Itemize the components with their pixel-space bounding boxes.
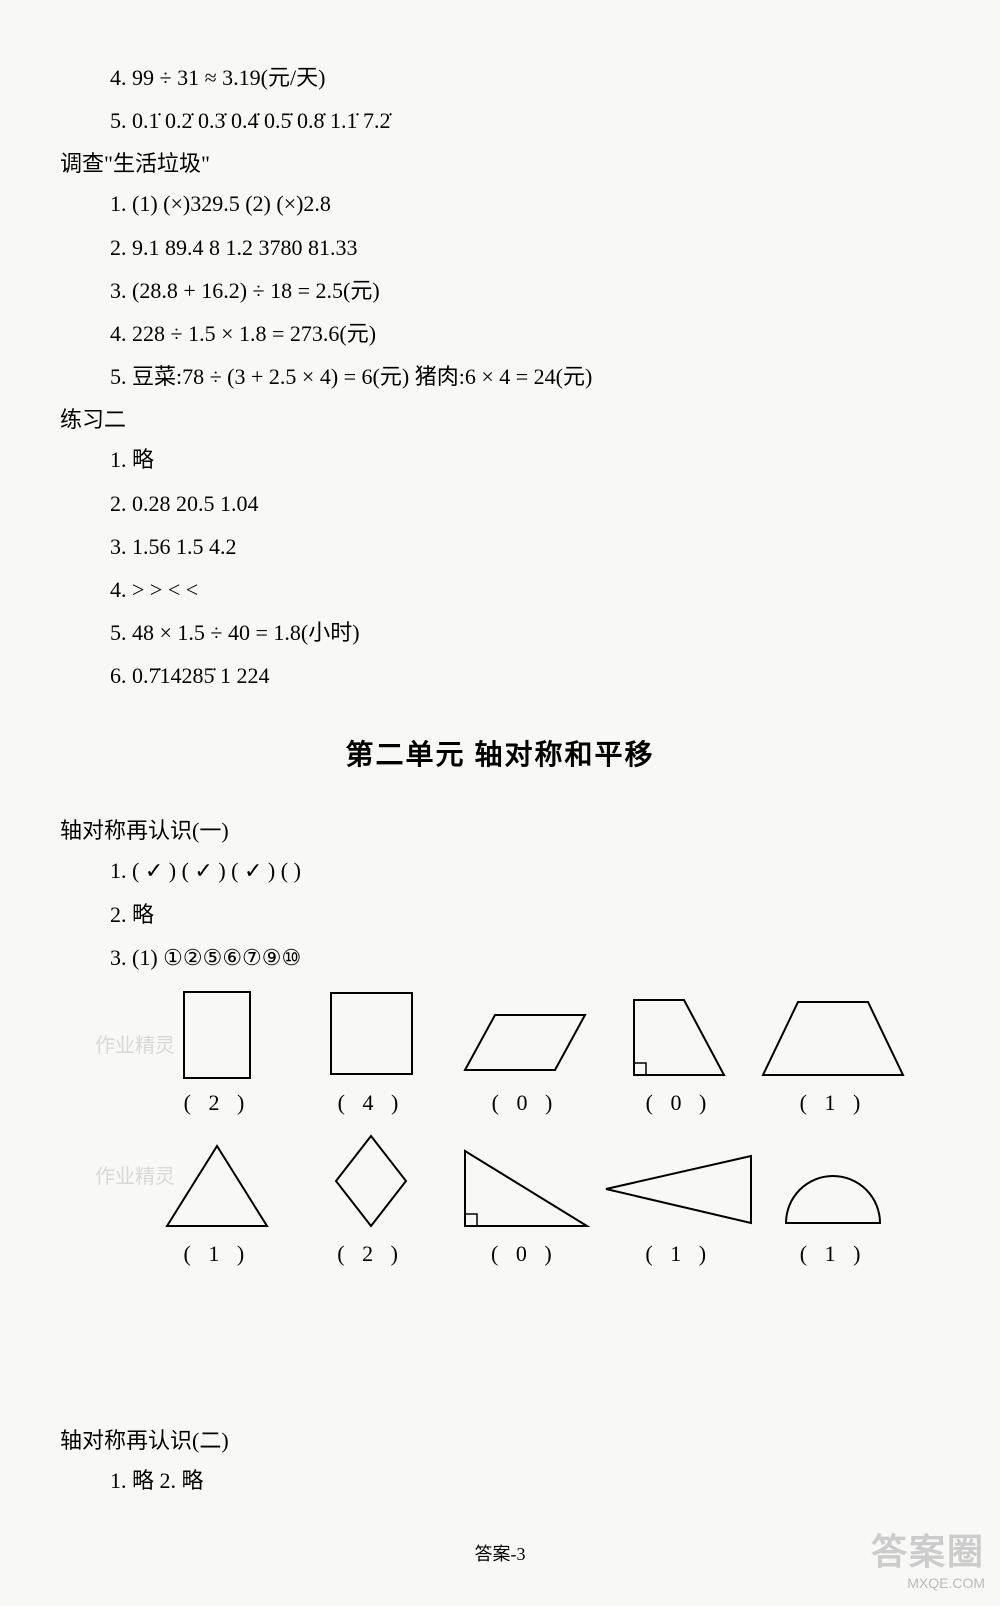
answer-line: 1. ( ✓ ) ( ✓ ) ( ✓ ) ( ) (50, 853, 950, 888)
section-header-symmetry2: 轴对称再认识(二) (50, 1423, 950, 1455)
section-header-exercise2: 练习二 (50, 402, 950, 434)
answer-line: 2. 9.1 89.4 8 1.2 3780 81.33 (50, 230, 950, 265)
answer-line: 3. (28.8 + 16.2) ÷ 18 = 2.5(元) (50, 273, 950, 308)
square-icon (329, 990, 414, 1080)
shape-right-triangle: ( 0 ) (448, 1141, 602, 1267)
answer-line: 5. 0.1̇ 0.2̇ 0.3̇ 0.4̇ 0.5̇ 0.8̇ 1.1̇ 7.… (50, 103, 950, 138)
section-header-symmetry1: 轴对称再认识(一) (50, 813, 950, 845)
answer-line: 1. 略 2. 略 (50, 1463, 950, 1498)
answer-line: 4. 99 ÷ 31 ≈ 3.19(元/天) (50, 60, 950, 95)
shape-caption: ( 1 ) (645, 1241, 712, 1267)
shape-semicircle: ( 1 ) (756, 1141, 910, 1267)
triangle-left-icon (601, 1141, 756, 1231)
shape-caption: ( 4 ) (338, 1090, 405, 1116)
shape-caption: ( 0 ) (646, 1090, 713, 1116)
shape-right-trapezoid: ( 0 ) (602, 990, 756, 1116)
shape-caption: ( 1 ) (800, 1090, 867, 1116)
shape-caption: ( 2 ) (337, 1241, 404, 1267)
shape-caption: ( 1 ) (184, 1241, 251, 1267)
shape-triangle-left: ( 1 ) (601, 1141, 756, 1267)
answer-line: 6. 0.7̇14285̇ 1 224 (50, 658, 950, 693)
page-footer: 答案-3 (0, 1540, 1000, 1566)
semicircle-icon (778, 1141, 888, 1231)
iso-trapezoid-icon (758, 990, 908, 1080)
answer-line: 1. 略 (50, 442, 950, 477)
rectangle-icon (182, 990, 252, 1080)
answer-line: 4. > > < < (50, 572, 950, 607)
parallelogram-icon (460, 990, 590, 1080)
shapes-row-2: ( 1 ) ( 2 ) ( 0 ) ( 1 ) ( 1 ) (140, 1131, 910, 1267)
answer-line: 5. 48 × 1.5 ÷ 40 = 1.8(小时) (50, 615, 950, 650)
shapes-row-1: ( 2 ) ( 4 ) ( 0 ) ( 0 ) ( 1 ) (140, 990, 910, 1116)
diamond-icon (331, 1131, 411, 1231)
shape-caption: ( 0 ) (491, 1241, 558, 1267)
shape-caption: ( 0 ) (492, 1090, 559, 1116)
shape-caption: ( 2 ) (184, 1090, 251, 1116)
shape-parallelogram: ( 0 ) (448, 990, 602, 1116)
watermark-sub: MXQE.COM (871, 1575, 985, 1591)
watermark-faint: 作业精灵 (95, 1029, 175, 1058)
triangle-iso-icon (162, 1141, 272, 1231)
shape-diamond: ( 2 ) (294, 1131, 448, 1267)
shape-iso-trapezoid: ( 1 ) (756, 990, 910, 1116)
watermark-brand: 答案圈 MXQE.COM (871, 1523, 985, 1591)
section-header-trash: 调查"生活垃圾" (50, 146, 950, 178)
right-triangle-icon (457, 1141, 592, 1231)
answer-line: 5. 豆菜:78 ÷ (3 + 2.5 × 4) = 6(元) 猪肉:6 × 4… (50, 359, 950, 394)
shape-caption: ( 1 ) (800, 1241, 867, 1267)
answer-line: 1. (1) (×)329.5 (2) (×)2.8 (50, 186, 950, 221)
answer-line: 3. 1.56 1.5 4.2 (50, 529, 950, 564)
answer-line: 2. 0.28 20.5 1.04 (50, 486, 950, 521)
shape-square: ( 4 ) (294, 990, 448, 1116)
answer-line: 2. 略 (50, 897, 950, 932)
right-trapezoid-icon (624, 990, 734, 1080)
answer-line: 4. 228 ÷ 1.5 × 1.8 = 273.6(元) (50, 316, 950, 351)
unit-title: 第二单元 轴对称和平移 (50, 733, 950, 773)
watermark-faint: 作业精灵 (95, 1160, 175, 1189)
watermark-main: 答案圈 (871, 1523, 985, 1575)
answer-line: 3. (1) ①②⑤⑥⑦⑨⑩ (50, 940, 950, 975)
